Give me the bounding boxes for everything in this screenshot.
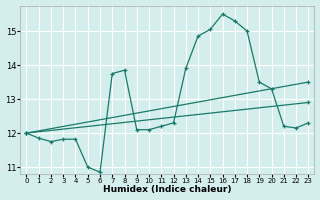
X-axis label: Humidex (Indice chaleur): Humidex (Indice chaleur) — [103, 185, 232, 194]
